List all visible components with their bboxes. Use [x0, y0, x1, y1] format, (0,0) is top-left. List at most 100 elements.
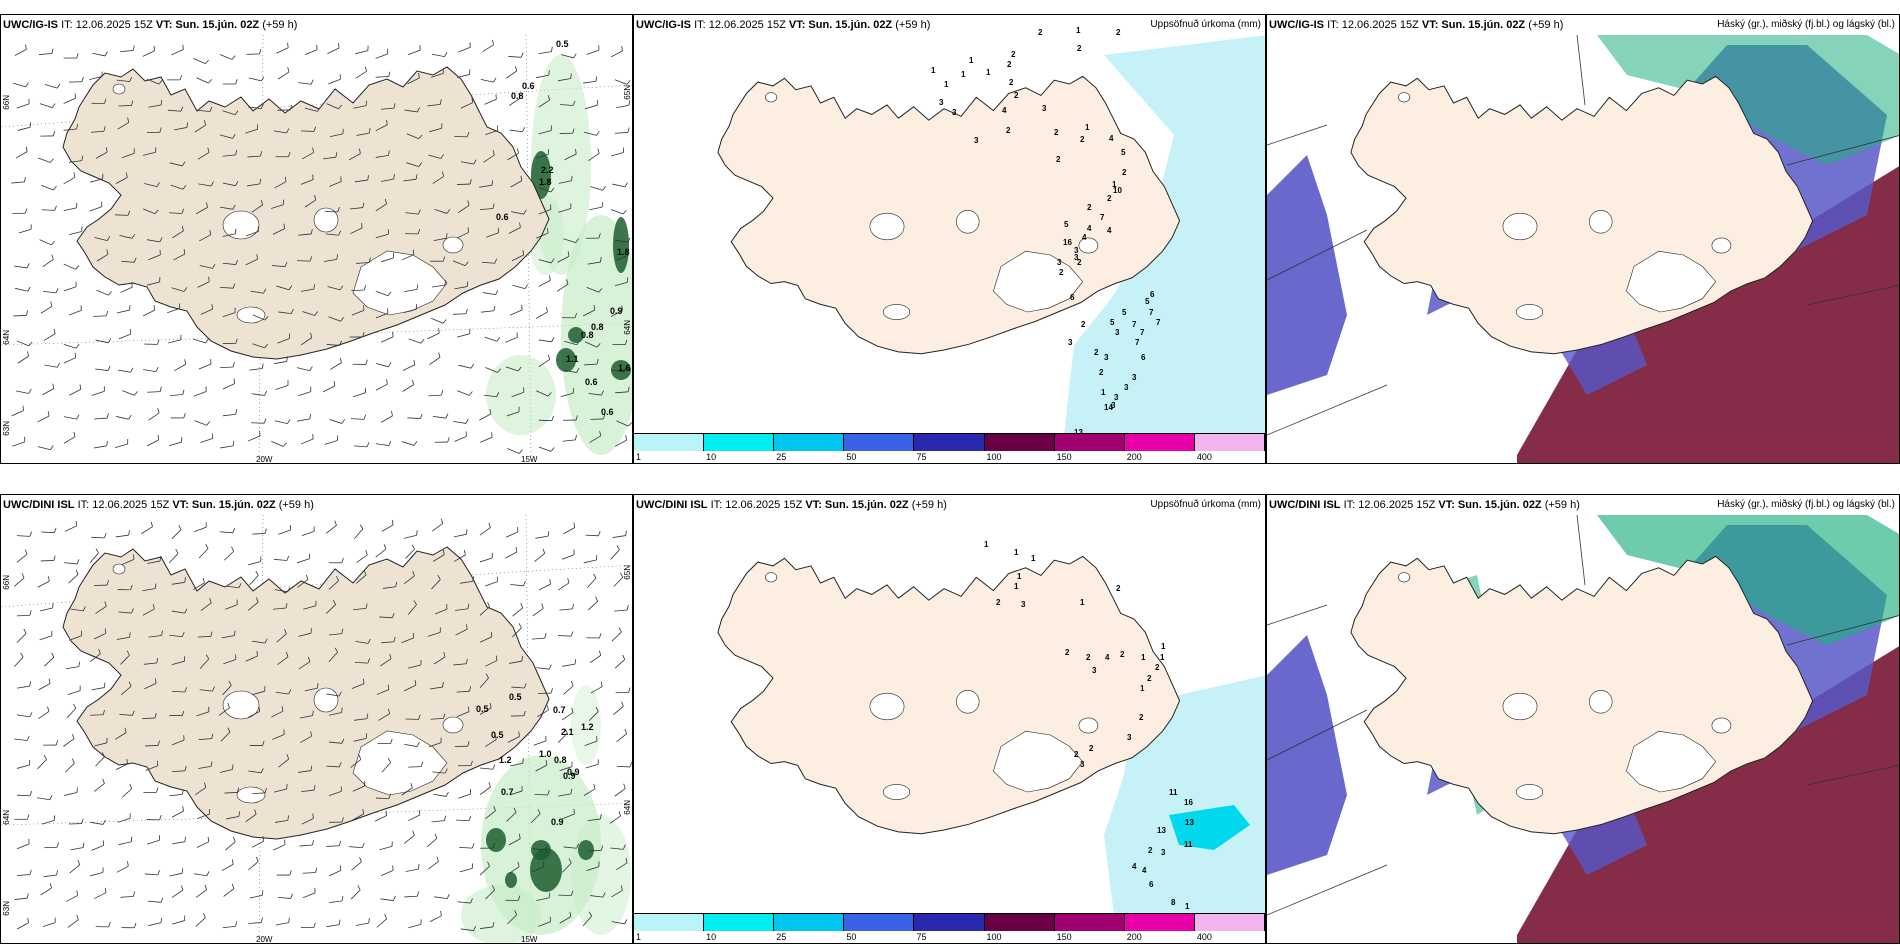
value-label: 1: [969, 56, 974, 65]
iceland-landmass: [62, 66, 550, 360]
value-label: 4: [1132, 862, 1137, 871]
value-label: 0.6: [522, 81, 535, 91]
value-label: 0.5: [509, 692, 522, 702]
value-label: 2: [1087, 203, 1092, 212]
value-label: 0.6: [601, 407, 614, 417]
value-label: 2: [1059, 268, 1064, 277]
colorbar-label: 10: [706, 452, 717, 462]
value-label: 2: [1107, 194, 1112, 203]
value-label: 3: [1111, 401, 1116, 410]
value-label: 2: [1139, 713, 1144, 722]
colorbar: 1 10 25 50 75 100 150 200 400: [634, 913, 1265, 943]
colorbar-swatch: [1194, 434, 1265, 451]
value-label: 8: [1171, 898, 1176, 907]
value-label: 1: [1014, 548, 1019, 557]
lat-label: 64N: [623, 320, 632, 335]
value-label: 4: [1109, 134, 1114, 143]
colorbar-label: 100: [986, 452, 1002, 462]
value-label: 2: [1099, 368, 1104, 377]
cloud-map: [1267, 514, 1899, 943]
value-label: 6: [1149, 880, 1154, 889]
value-label: 1: [944, 80, 949, 89]
value-label: 2: [1007, 60, 1012, 69]
value-label: 1: [1014, 582, 1019, 591]
value-label: 7: [1149, 308, 1154, 317]
value-label: 2: [1077, 258, 1082, 267]
value-label: 2: [1080, 135, 1085, 144]
lat-label: 65N: [623, 85, 632, 100]
value-label: 13: [1074, 428, 1083, 435]
value-label: 2: [1077, 44, 1082, 53]
value-label: 1.8: [539, 177, 552, 187]
value-label: 1: [1085, 123, 1090, 132]
panel-title: Uppsöfnuð úrkoma (mm): [1150, 19, 1261, 30]
colorbar-swatch: [704, 914, 775, 931]
panel-top-right: UWC/IG-IS IT: 12.06.2025 15Z VT: Sun. 15…: [1266, 14, 1900, 464]
value-label: 1: [1031, 554, 1036, 563]
lon-label: 20W: [256, 455, 273, 464]
value-label: 3: [1104, 353, 1109, 362]
value-label: 1.6: [618, 363, 631, 373]
value-label: 4: [1002, 106, 1007, 115]
value-label: 1.8: [617, 247, 630, 257]
colorbar-swatch: [844, 914, 915, 931]
value-label: 1.1: [566, 354, 579, 364]
iceland-landmass: [1350, 555, 1814, 835]
value-label: 4: [1082, 233, 1087, 242]
value-label: 16: [1063, 238, 1072, 247]
value-label: 1.2: [499, 755, 512, 765]
value-label: 1: [1141, 653, 1146, 662]
panel-top-left: UWC/IG-IS IT: 12.06.2025 15Z VT: Sun. 15…: [0, 14, 633, 464]
iceland-landmass: [717, 75, 1181, 355]
iceland-landmass: [717, 555, 1181, 835]
value-label: 3: [952, 108, 957, 117]
value-label: 2: [1006, 126, 1011, 135]
value-label: 1: [984, 540, 989, 549]
value-label: 2.1: [561, 727, 574, 737]
lat-label: 64N: [623, 800, 632, 815]
value-label: 3: [1057, 258, 1062, 267]
cloud-map: [1267, 34, 1899, 463]
colorbar-swatch: [774, 434, 845, 451]
value-label: 3: [1127, 733, 1132, 742]
value-label: 3: [939, 98, 944, 107]
value-label: 3: [1074, 246, 1079, 255]
value-label: 2: [1054, 128, 1059, 137]
value-label: 7: [1100, 213, 1105, 222]
colorbar-label: 25: [776, 932, 787, 942]
colorbar-label: 50: [846, 932, 857, 942]
colorbar-swatch: [634, 434, 705, 451]
value-label: 4: [1107, 226, 1112, 235]
value-label: 2: [1081, 320, 1086, 329]
panel-top-mid: UWC/IG-IS IT: 12.06.2025 15Z VT: Sun. 15…: [633, 14, 1266, 464]
graticule: [1, 34, 632, 463]
colorbar-label: 75: [916, 932, 927, 942]
value-label: 2: [1086, 653, 1091, 662]
value-label: 3: [1042, 104, 1047, 113]
value-label: 0.7: [553, 705, 566, 715]
value-label: 1: [1076, 26, 1081, 35]
colorbar: 1 10 25 50 75 100 150 200 400: [634, 433, 1265, 463]
wind-map: 0.50.60.82.21.80.61.80.90.80.81.10.60.61…: [1, 34, 632, 463]
value-label: 3: [1114, 393, 1119, 402]
value-label: 2: [1065, 648, 1070, 657]
value-label: 2: [1089, 744, 1094, 753]
value-label: 0.8: [591, 322, 604, 332]
lat-label: 66N: [2, 575, 11, 590]
value-label: 1: [931, 66, 936, 75]
value-label: 2: [1116, 584, 1121, 593]
value-label: 13: [1157, 826, 1166, 835]
iceland-landmass: [1350, 75, 1814, 355]
value-label: 1: [1160, 653, 1165, 662]
panel-bottom-right: UWC/DINI ISL IT: 12.06.2025 15Z VT: Sun.…: [1266, 494, 1900, 944]
lat-label: 66N: [2, 95, 11, 110]
value-label: 2: [1147, 674, 1152, 683]
colorbar-swatch: [1194, 914, 1265, 931]
colorbar-label: 10: [706, 932, 717, 942]
colorbar-label: 75: [916, 452, 927, 462]
value-label: 0.9: [563, 771, 576, 781]
value-label: 6: [1070, 293, 1075, 302]
value-label: 1: [1080, 598, 1085, 607]
value-label: 2: [1038, 28, 1043, 37]
panel-title: Háský (gr.), miðský (fj.bl.) og lágský (…: [1717, 499, 1895, 510]
